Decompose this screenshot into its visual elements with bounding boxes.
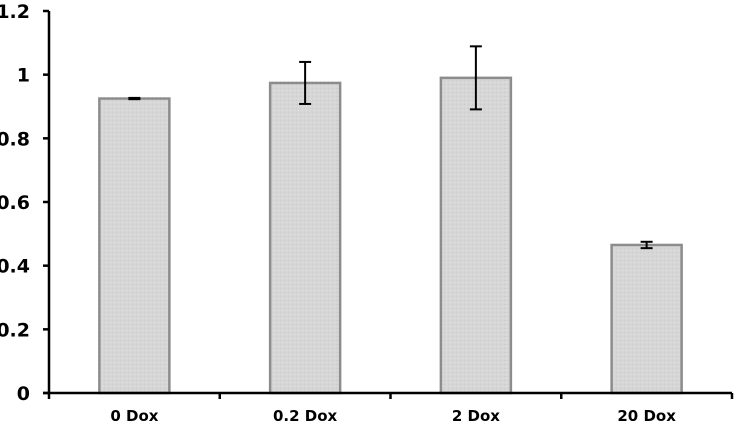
error-bar (469, 45, 482, 111)
y-tick-label: 0.4 (0, 256, 30, 278)
x-tick-label: 0 Dox (110, 407, 158, 425)
x-tick-label: 2 Dox (452, 407, 500, 425)
bar-0-dox (98, 97, 171, 395)
x-tick-label: 0.2 Dox (273, 407, 338, 425)
x-axis: 0 Dox 0.2 Dox 2 Dox 20 Dox (43, 391, 734, 425)
y-axis: 0 0.2 0.4 0.6 0.8 1 1.2 (0, 1, 51, 405)
error-bar (640, 240, 653, 250)
y-tick-label: 0.2 (0, 319, 30, 341)
error-bar (128, 96, 141, 101)
y-tick-label: 0 (17, 383, 30, 405)
y-tick-label: 0.8 (0, 128, 30, 150)
bar-2-dox (439, 76, 513, 395)
bar-0_2-dox (268, 81, 342, 395)
error-bar (299, 60, 312, 105)
y-tick-label: 1 (17, 65, 30, 87)
x-tick-label: 20 Dox (617, 407, 676, 425)
bar-20-dox (610, 243, 683, 395)
bars-group (98, 76, 683, 395)
y-tick-label: 1.2 (0, 1, 30, 23)
error-bars-group (128, 45, 653, 250)
y-tick-label: 0.6 (0, 192, 30, 214)
